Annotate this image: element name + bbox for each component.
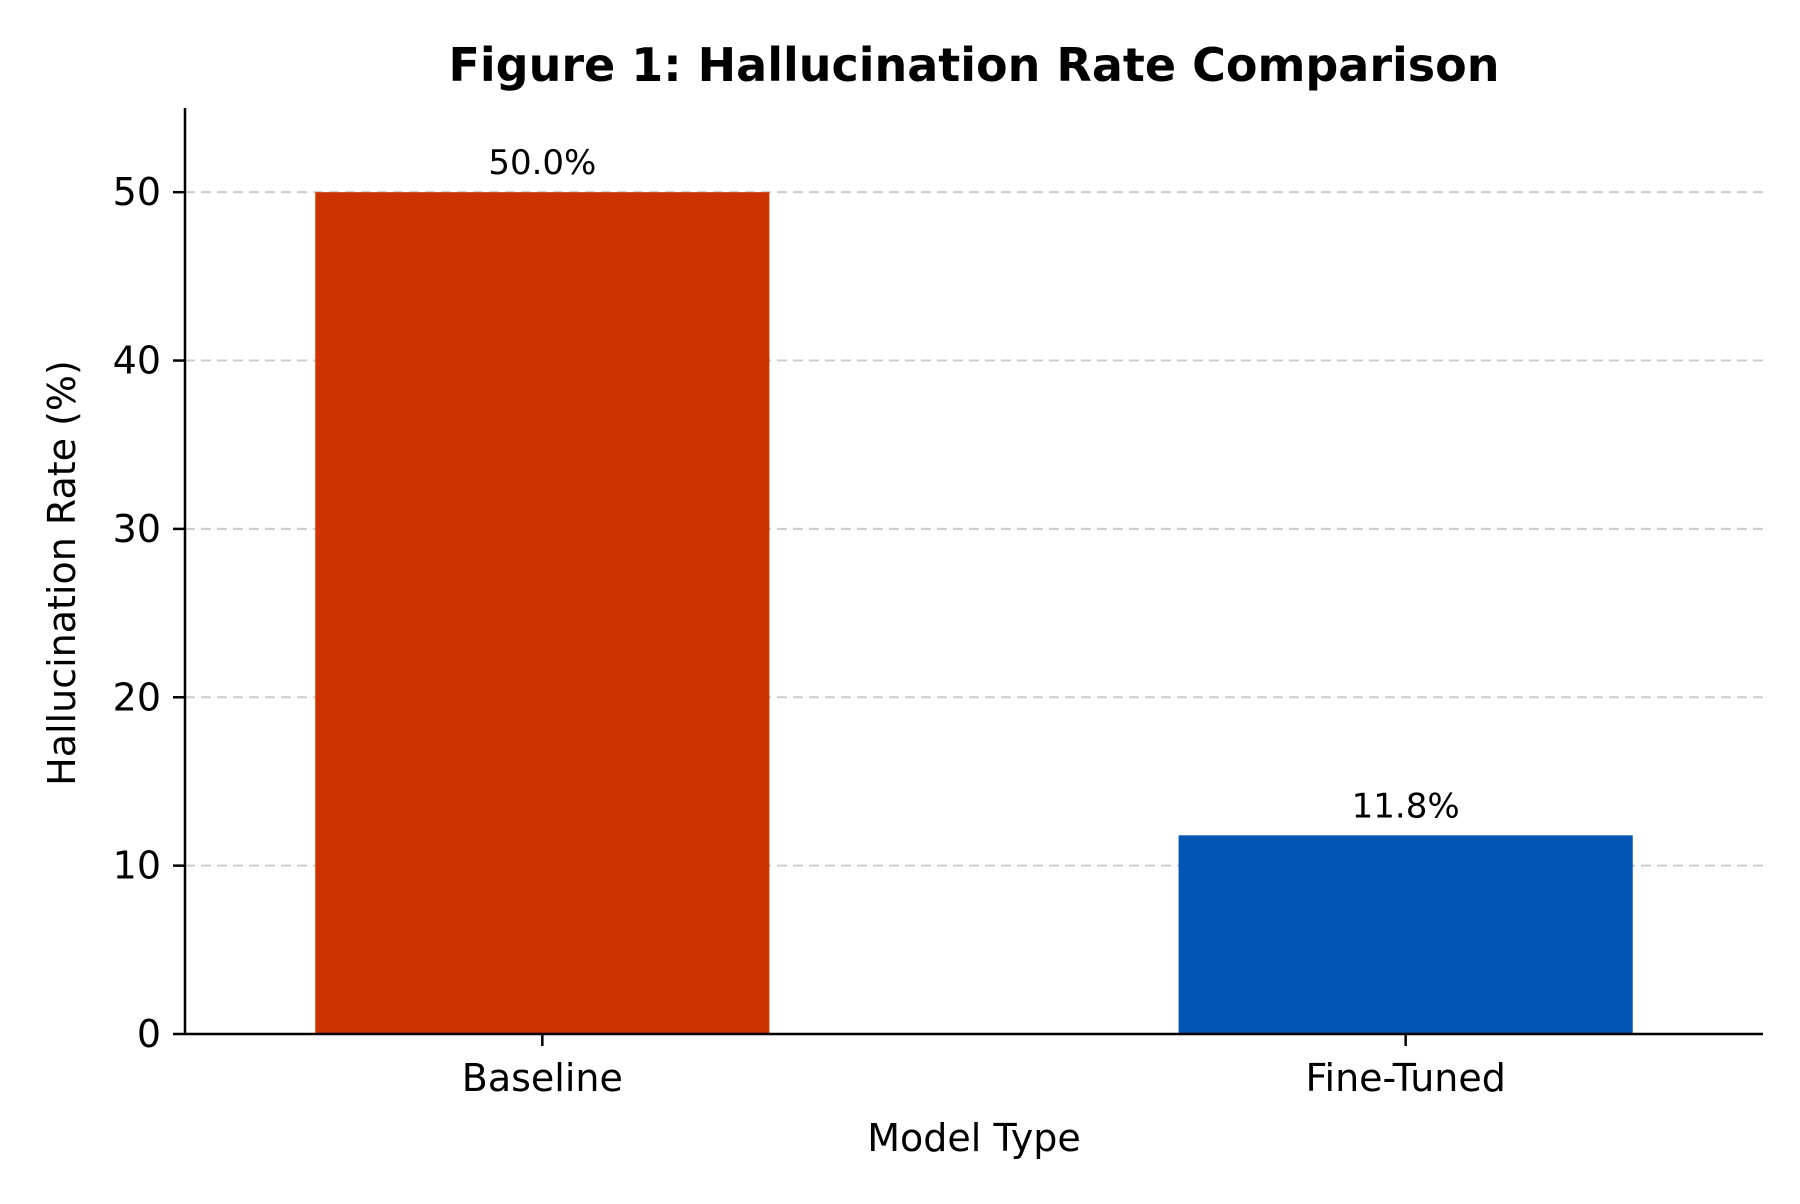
x-tick-label-fine-tuned: Fine-Tuned xyxy=(1305,1056,1505,1100)
tick-labels: 0 10 20 30 40 50 Baseline Fine-Tuned xyxy=(113,170,1506,1100)
data-labels: 50.0% 11.8% xyxy=(488,143,1459,826)
axes xyxy=(183,108,1763,1036)
bar-fine-tuned xyxy=(1178,835,1633,1034)
y-tick-label-20: 20 xyxy=(113,675,161,719)
y-axis-label: Hallucination Rate (%) xyxy=(40,360,84,786)
y-tick-label-40: 40 xyxy=(113,339,161,383)
y-tick-label-30: 30 xyxy=(113,507,161,551)
y-tick-label-0: 0 xyxy=(137,1012,161,1056)
bar-baseline xyxy=(315,192,770,1034)
bars xyxy=(315,192,1633,1034)
data-label-baseline: 50.0% xyxy=(488,143,596,183)
y-tick-label-50: 50 xyxy=(113,170,161,214)
x-axis-label: Model Type xyxy=(867,1116,1080,1160)
chart-title: Figure 1: Hallucination Rate Comparison xyxy=(448,38,1499,92)
y-tick-label-10: 10 xyxy=(113,844,161,888)
x-tick-label-baseline: Baseline xyxy=(462,1056,623,1100)
data-label-fine-tuned: 11.8% xyxy=(1352,786,1460,826)
